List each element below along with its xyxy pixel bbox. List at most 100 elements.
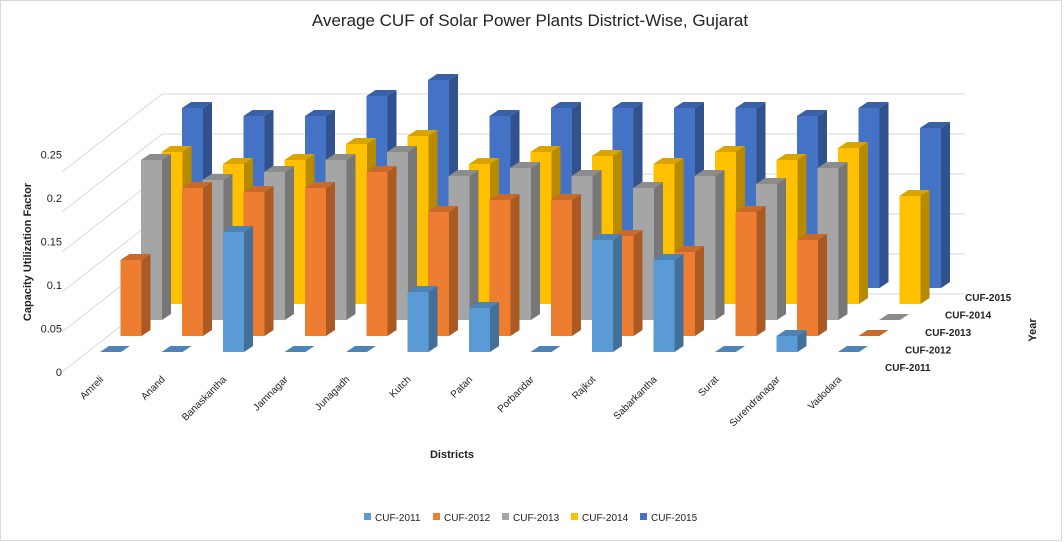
bar-CUF-2011-Surendranagar bbox=[776, 330, 807, 352]
bar-top bbox=[161, 146, 192, 152]
bar-side bbox=[428, 286, 438, 352]
bar-top bbox=[838, 142, 868, 148]
bar-top bbox=[694, 170, 725, 176]
gridline-5 bbox=[61, 93, 965, 173]
y-tick-label: 0.05 bbox=[41, 324, 62, 336]
bar-top bbox=[141, 154, 171, 160]
series-depth-label: CUF-2012 bbox=[905, 346, 952, 357]
y-tick-label: 0.25 bbox=[41, 150, 62, 162]
bar-top bbox=[469, 302, 499, 308]
bar-top bbox=[346, 346, 376, 352]
chart-title: Average CUF of Solar Power Plants Distri… bbox=[312, 11, 748, 30]
category-label: Sabarkantha bbox=[612, 374, 660, 422]
bar-top bbox=[653, 158, 684, 164]
bar-CUF-2011-Banaskantha bbox=[223, 226, 253, 352]
bar-top bbox=[776, 330, 807, 336]
x-axis-title: Districts bbox=[430, 449, 474, 461]
bar-CUF-2012-Junagadh bbox=[366, 166, 397, 336]
category-labels: Amreli Anand Banaskantha Jamnagar Junagadh Ku… bbox=[78, 374, 844, 429]
bar-CUF-2012-Surendranagar bbox=[797, 234, 827, 336]
series-depth-label: CUF-2013 bbox=[925, 328, 972, 339]
bar-top bbox=[633, 182, 663, 188]
bar-top bbox=[120, 254, 151, 260]
bar-top bbox=[551, 194, 581, 200]
bar-side bbox=[838, 162, 848, 320]
bar-top bbox=[571, 170, 602, 176]
bar-CUF-2011-Patan bbox=[469, 302, 499, 352]
bar-front bbox=[797, 240, 818, 336]
bar-side bbox=[203, 182, 212, 336]
category-label: Amreli bbox=[78, 374, 106, 402]
bar-top bbox=[161, 346, 192, 352]
bar-side bbox=[510, 194, 520, 336]
legend-swatch bbox=[364, 513, 371, 520]
series-depth-labels: CUF-2011 CUF-2012 CUF-2013 CUF-2014 CUF-2015 bbox=[885, 293, 1012, 374]
bar-top bbox=[448, 170, 479, 176]
bar-side bbox=[346, 154, 356, 320]
bar-CUF-2012-Porbandar bbox=[551, 194, 581, 336]
bar-side bbox=[633, 230, 643, 336]
y-axis-title: Capacity Utilization Factor bbox=[22, 182, 34, 321]
bar-top bbox=[879, 314, 909, 320]
bar-side bbox=[920, 190, 930, 304]
y-tick-labels: 0 0.05 0.1 0.15 0.2 0.25 bbox=[41, 150, 62, 380]
series-depth-label: CUF-2011 bbox=[885, 363, 931, 374]
bar-top bbox=[366, 166, 397, 172]
bar-CUF-2012-Anand bbox=[182, 182, 212, 336]
bar-front bbox=[899, 196, 921, 304]
category-label: Patan bbox=[449, 374, 475, 400]
bar-top bbox=[489, 110, 520, 116]
bar-top bbox=[858, 102, 889, 108]
y-tick-label: 0.15 bbox=[41, 237, 62, 249]
bar-top bbox=[817, 162, 848, 168]
y-tick-label: 0 bbox=[56, 367, 62, 379]
bar-CUF-2012-Jamnagar bbox=[305, 182, 335, 336]
bar-front bbox=[776, 336, 798, 352]
bar-top bbox=[797, 110, 827, 116]
bar-top bbox=[243, 110, 274, 116]
bar-top bbox=[735, 102, 766, 108]
bar-front bbox=[469, 308, 490, 352]
bar-front bbox=[653, 260, 675, 352]
y-tick-label: 0.2 bbox=[47, 193, 62, 205]
bar-CUF-2011-Anand bbox=[161, 346, 192, 352]
bar-top bbox=[325, 154, 356, 160]
y-tick-label: 0.1 bbox=[47, 280, 62, 292]
bar-top bbox=[284, 154, 315, 160]
bar-side bbox=[408, 146, 417, 320]
bar-top bbox=[510, 162, 540, 168]
legend-label: CUF-2014 bbox=[582, 513, 629, 524]
category-label: Kutch bbox=[388, 374, 414, 400]
bar-CUF-2011-Junagadh bbox=[346, 346, 376, 352]
bar-side bbox=[818, 234, 827, 336]
bar-side bbox=[264, 186, 274, 336]
bar-side bbox=[572, 194, 581, 336]
bar-front bbox=[120, 260, 142, 336]
category-label: Surendranagar bbox=[728, 374, 783, 429]
bar-side bbox=[449, 206, 458, 336]
legend-swatch bbox=[571, 513, 578, 520]
category-label: Surat bbox=[696, 374, 721, 399]
bar-front bbox=[735, 212, 757, 336]
series-depth-label: CUF-2014 bbox=[945, 311, 992, 322]
bar-top bbox=[202, 174, 233, 180]
bar-top bbox=[715, 346, 745, 352]
bar-side bbox=[756, 206, 766, 336]
bar-side bbox=[469, 170, 479, 320]
bar-side bbox=[715, 170, 725, 320]
bar-side bbox=[777, 178, 786, 320]
bar-CUF-2011-Sabarkantha bbox=[653, 254, 684, 352]
series-depth-label: CUF-2015 bbox=[965, 293, 1012, 304]
bar-side bbox=[490, 302, 499, 352]
z-axis-title: Year bbox=[1027, 318, 1039, 342]
bar-top bbox=[838, 346, 868, 352]
legend-label: CUF-2013 bbox=[513, 513, 560, 524]
category-label: Anand bbox=[139, 374, 167, 402]
legend-swatch bbox=[433, 513, 440, 520]
bar-top bbox=[305, 182, 335, 188]
legend-label: CUF-2015 bbox=[651, 513, 698, 524]
bar-top bbox=[182, 182, 212, 188]
bar-top bbox=[612, 102, 643, 108]
bar-top bbox=[756, 178, 786, 184]
